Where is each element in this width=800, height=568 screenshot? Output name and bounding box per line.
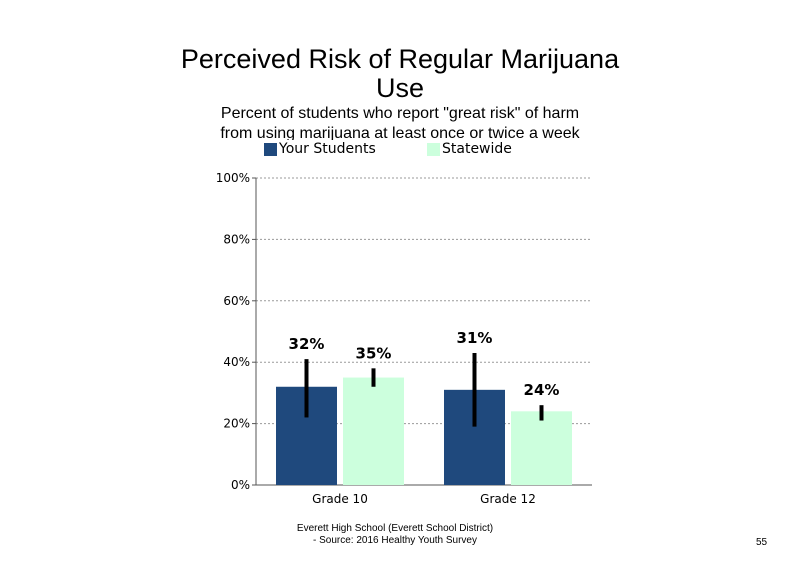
chart-title: Perceived Risk of Regular Marijuana Use — [130, 45, 670, 103]
data-label: 31% — [457, 329, 493, 347]
y-tick-label: 40% — [223, 355, 250, 369]
data-label: 35% — [356, 344, 392, 362]
y-tick-label: 20% — [223, 417, 250, 431]
footer-survey-source: - Source: 2016 Healthy Youth Survey — [313, 535, 477, 546]
chart-title-line-2: Use — [375, 73, 424, 103]
data-label: 24% — [524, 381, 560, 399]
footer-source: Everett High School (Everett School Dist… — [250, 523, 540, 547]
legend-item-your-students: Your Students — [264, 141, 376, 157]
chart-subtitle-line-1: Percent of students who report "great ri… — [220, 105, 580, 122]
bar — [343, 377, 404, 485]
y-tick-label: 60% — [223, 294, 250, 308]
y-tick-label: 100% — [216, 171, 250, 185]
legend-swatch-statewide — [427, 142, 440, 156]
x-tick-label: Grade 10 — [312, 492, 368, 506]
y-tick-label: 0% — [231, 478, 250, 492]
y-tick-label: 80% — [223, 232, 250, 246]
page-number: 55 — [756, 537, 768, 548]
legend-label-statewide: Statewide — [442, 141, 512, 157]
chart-subtitle: Percent of students who report "great ri… — [195, 104, 605, 140]
legend-item-statewide: Statewide — [427, 141, 512, 157]
data-label: 32% — [289, 335, 325, 353]
chart-title-line-1: Perceived Risk of Regular Marijuana — [180, 44, 620, 74]
x-tick-label: Grade 12 — [480, 492, 536, 506]
bar — [511, 411, 572, 485]
footer-school: Everett High School (Everett School Dist… — [296, 523, 494, 534]
legend-label-your-students: Your Students — [279, 141, 376, 157]
chart-subtitle-line-2: from using marijuana at least once or tw… — [220, 125, 580, 140]
legend-swatch-your-students — [264, 142, 277, 156]
